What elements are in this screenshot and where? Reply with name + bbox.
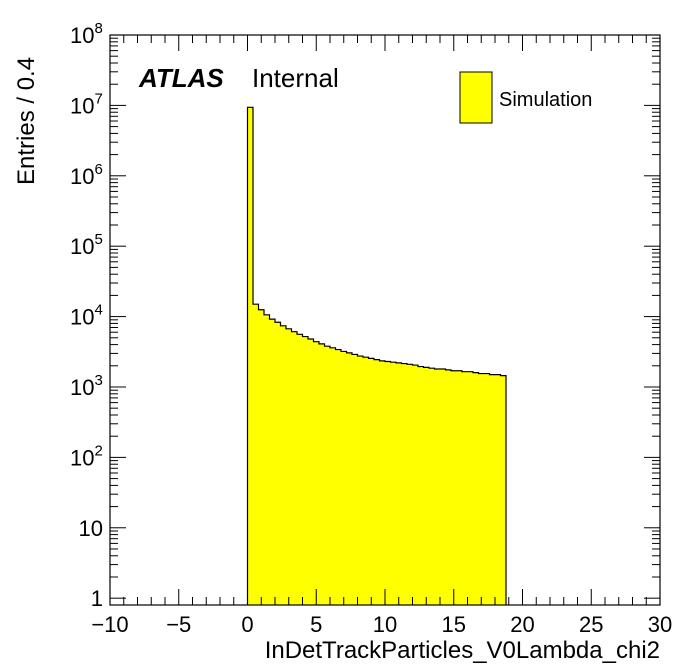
histogram-bin xyxy=(313,341,320,605)
y-tick-label: 102 xyxy=(70,442,103,470)
x-tick-label: 5 xyxy=(310,612,322,637)
histogram-bin xyxy=(319,343,325,605)
x-axis-title: InDetTrackParticles_V0Lambda_chi2 xyxy=(265,637,660,664)
y-tick-label: 10 xyxy=(79,516,103,541)
x-tick-label: 15 xyxy=(442,612,466,637)
histogram-bin xyxy=(489,374,496,605)
histogram-bin xyxy=(451,370,457,605)
histogram-bin xyxy=(462,371,468,605)
histogram-bin xyxy=(434,369,441,605)
histogram-bin xyxy=(379,360,386,605)
histogram-bin xyxy=(423,367,430,605)
legend-swatch xyxy=(459,71,493,124)
axis-ticks xyxy=(109,34,661,605)
histogram-bin xyxy=(478,373,485,605)
histogram-bin xyxy=(456,370,463,605)
histogram-bin xyxy=(247,107,254,606)
histogram-bin xyxy=(258,309,265,605)
histogram-bin xyxy=(335,349,342,605)
histogram-bin xyxy=(374,359,380,605)
histogram-bars xyxy=(246,106,507,606)
histogram-bin xyxy=(286,328,292,605)
y-tick-label: 105 xyxy=(70,231,103,259)
histogram-bin xyxy=(269,319,276,605)
histogram-bin xyxy=(418,366,424,605)
y-tick-labels: 1 10 102 103 104 105 106 107 108 xyxy=(70,20,103,611)
histogram-bin xyxy=(484,373,490,605)
y-tick-label: 106 xyxy=(70,161,103,189)
histogram-bin xyxy=(280,325,287,605)
atlas-label: ATLAS xyxy=(138,63,224,93)
y-tick-label: 1 xyxy=(91,586,103,611)
x-tick-label: −10 xyxy=(91,612,128,637)
x-tick-label: 20 xyxy=(510,612,534,637)
histogram-bin xyxy=(308,339,314,605)
x-tick-label: 30 xyxy=(648,612,672,637)
histogram-bin xyxy=(401,363,408,605)
histogram-bin xyxy=(473,372,479,605)
histogram-bin xyxy=(407,364,413,605)
x-tick-label: −5 xyxy=(166,612,191,637)
histogram-bin xyxy=(467,371,474,605)
histogram-bin xyxy=(297,334,303,605)
histogram-bin xyxy=(291,331,298,605)
x-tick-label: 10 xyxy=(373,612,397,637)
histogram-bin xyxy=(357,356,364,605)
histogram-bin xyxy=(429,368,435,605)
histogram-outline xyxy=(246,106,507,605)
histogram-bin xyxy=(390,362,397,605)
y-tick-label: 104 xyxy=(70,302,103,330)
histogram-bin xyxy=(440,369,446,605)
histogram-bin xyxy=(264,314,270,605)
y-tick-label: 107 xyxy=(70,90,103,118)
histogram-bin xyxy=(385,361,391,605)
x-tick-label: 25 xyxy=(579,612,603,637)
y-axis-title: Entries / 0.4 xyxy=(13,57,40,185)
histogram-bin xyxy=(352,354,358,605)
x-tick-labels: −10 −5 0 5 10 15 20 25 30 xyxy=(91,612,672,637)
histogram-bin xyxy=(302,336,309,605)
histogram-bin xyxy=(396,362,402,605)
y-tick-label: 103 xyxy=(70,372,103,400)
legend-label: Simulation xyxy=(499,89,592,111)
x-tick-label: 0 xyxy=(241,612,253,637)
histogram-bin xyxy=(495,374,501,605)
histogram-bin xyxy=(330,347,336,605)
histogram-bin xyxy=(412,365,419,605)
internal-label: Internal xyxy=(252,63,339,93)
histogram-bin xyxy=(500,375,507,605)
histogram-bin xyxy=(363,357,369,605)
histogram-bin xyxy=(445,369,452,605)
histogram-bin xyxy=(324,346,331,605)
histogram-bin xyxy=(368,358,375,605)
histogram-bin xyxy=(253,304,259,605)
histogram-bin xyxy=(341,351,347,605)
histogram-bin xyxy=(275,322,281,605)
histogram-bin xyxy=(346,352,353,605)
y-tick-label: 108 xyxy=(70,20,103,48)
